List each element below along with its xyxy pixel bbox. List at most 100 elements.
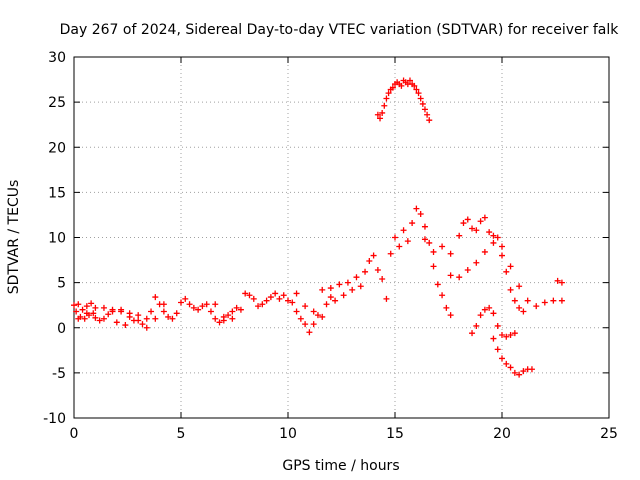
data-point [456,274,463,281]
data-point [332,297,339,304]
data-point [396,243,403,250]
data-point [421,106,428,113]
data-point [160,308,167,315]
data-point [490,335,497,342]
data-point [507,331,514,338]
data-point [477,312,484,319]
y-tick-label: -10 [43,411,66,427]
data-point [199,303,206,310]
data-point [366,257,373,264]
data-point [490,239,497,246]
data-point [90,310,97,317]
data-point [381,102,388,109]
data-point [327,285,334,292]
data-point [152,315,159,322]
data-point [229,315,236,322]
data-point [486,304,493,311]
data-point [267,294,274,301]
data-point [511,330,518,337]
data-point [507,364,514,371]
data-point [143,324,150,331]
data-point [507,263,514,270]
data-point [75,315,82,322]
data-point [186,301,193,308]
data-point [477,218,484,225]
data-point [392,234,398,241]
data-point [255,303,262,310]
data-point [293,308,300,315]
data-point [426,117,433,124]
data-point [135,317,142,324]
data-point [516,371,523,378]
data-point [439,243,446,250]
data-point [195,306,202,313]
data-point [225,312,232,319]
data-point [494,346,501,353]
data-point [430,263,437,270]
data-point [464,266,471,273]
data-point [340,292,347,299]
data-point [139,321,146,328]
data-point [178,299,184,306]
data-point [460,220,467,227]
data-point [558,297,565,304]
data-point [152,294,159,301]
data-point [182,295,189,302]
data-point [293,290,300,297]
series [374,77,433,124]
data-point [207,308,214,315]
data-point [289,299,296,306]
data-point [83,310,90,317]
data-point [499,355,505,362]
data-point [533,303,540,310]
data-point [319,286,326,293]
data-point [272,290,279,297]
x-tick-label: 0 [70,426,79,442]
x-tick-label: 25 [600,426,618,442]
data-point [327,294,334,301]
series [421,214,565,315]
data-point [370,252,377,259]
data-point [285,297,291,304]
data-point [96,317,103,324]
data-point [362,268,369,275]
data-point [554,277,561,284]
data-point [503,268,510,275]
data-point [507,286,514,293]
series [319,205,454,320]
data-point [400,227,407,234]
data-point [229,308,236,315]
data-point [469,330,476,337]
data-point [306,329,313,336]
plot-frame [73,56,610,419]
data-point [447,250,454,257]
data-point [434,281,441,288]
data-point [499,331,505,338]
grid-lines [74,57,609,418]
data-point [118,306,125,313]
data-point [353,274,360,281]
y-tick-label: 0 [57,321,66,337]
data-point [83,303,90,310]
data-point [421,236,428,243]
data-point [379,109,386,116]
data-point [73,308,80,315]
data-point [558,279,565,286]
data-point [336,281,343,288]
data-point [100,315,107,322]
data-point [426,239,433,246]
data-point [212,301,219,308]
x-tick-label: 5 [177,426,186,442]
data-point [456,232,463,239]
data-point [233,304,240,311]
y-tick-label: 25 [48,95,66,111]
y-tick-labels: -10 -5 0 5 10 15 20 25 30 [43,50,66,427]
data-point [276,295,283,302]
data-point [415,90,422,97]
data-point [503,333,510,340]
data-point [280,292,287,299]
data-point [503,360,510,367]
data-point [297,315,304,322]
data-point [314,312,321,319]
